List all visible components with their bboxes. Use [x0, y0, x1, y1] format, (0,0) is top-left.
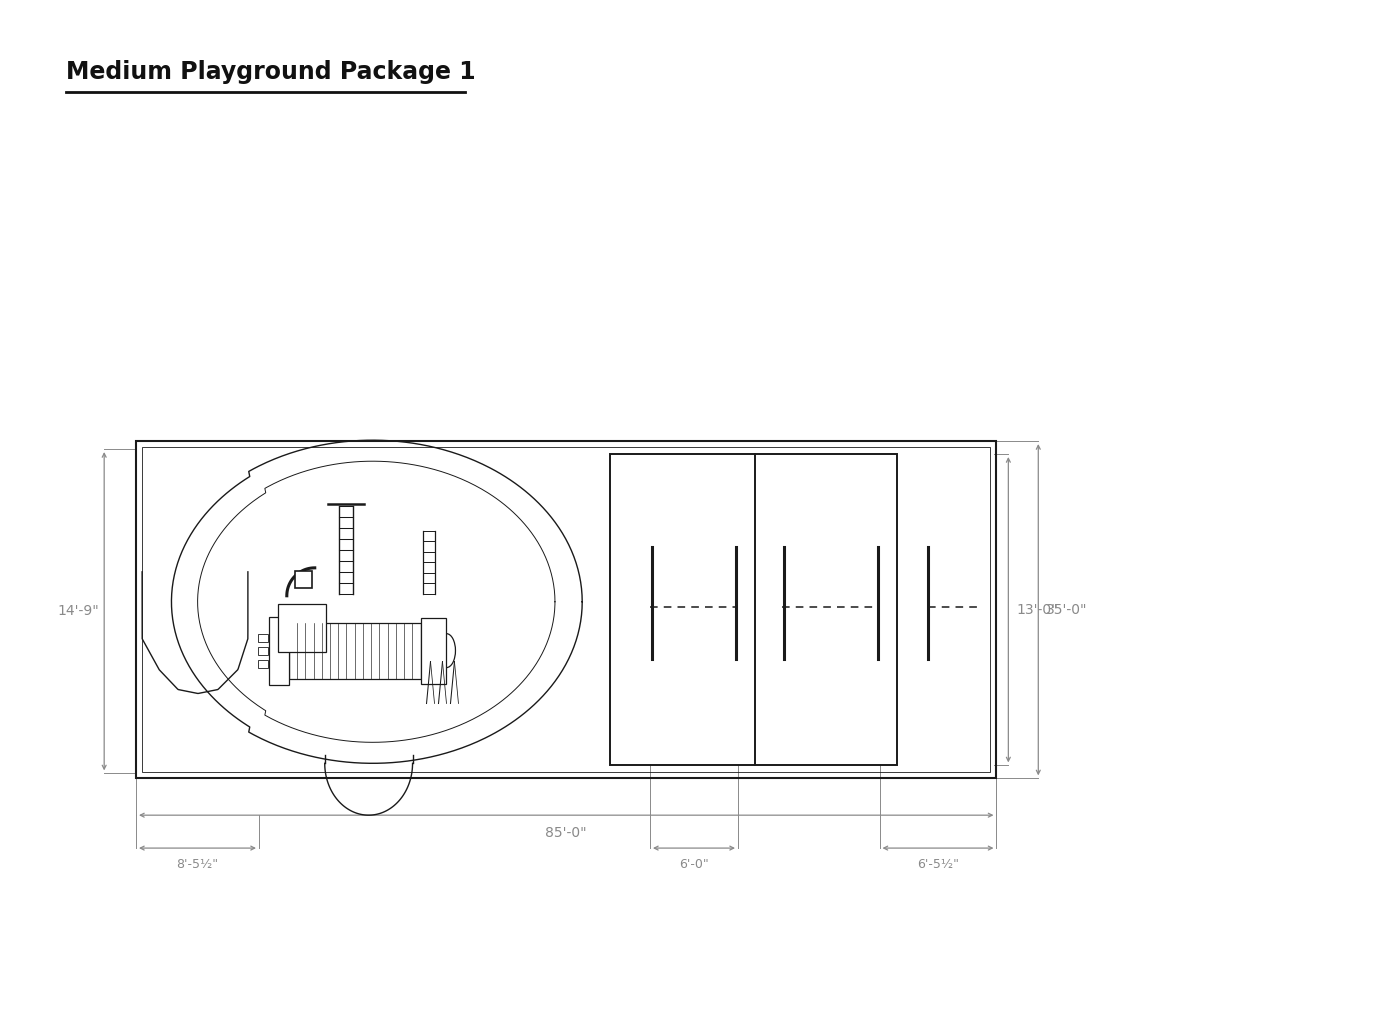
Text: 6'-5½": 6'-5½"	[916, 857, 959, 870]
Text: 8'-5½": 8'-5½"	[176, 857, 218, 870]
Bar	[258, 646, 268, 654]
Bar	[289, 623, 420, 679]
Bar	[258, 634, 268, 642]
Bar	[258, 659, 268, 668]
Text: 85'-0": 85'-0"	[545, 826, 587, 840]
Bar	[610, 455, 897, 765]
Text: 14'-9": 14'-9"	[58, 604, 99, 618]
Bar	[142, 447, 991, 772]
Text: 6'-0": 6'-0"	[679, 857, 709, 870]
Text: 13'-0": 13'-0"	[1017, 603, 1058, 616]
Bar	[136, 441, 996, 778]
Bar	[295, 570, 312, 588]
Text: 35'-0": 35'-0"	[1046, 603, 1088, 616]
Bar	[420, 617, 447, 684]
Bar	[278, 604, 326, 651]
Text: Medium Playground Package 1: Medium Playground Package 1	[66, 60, 475, 84]
Bar	[269, 616, 289, 684]
